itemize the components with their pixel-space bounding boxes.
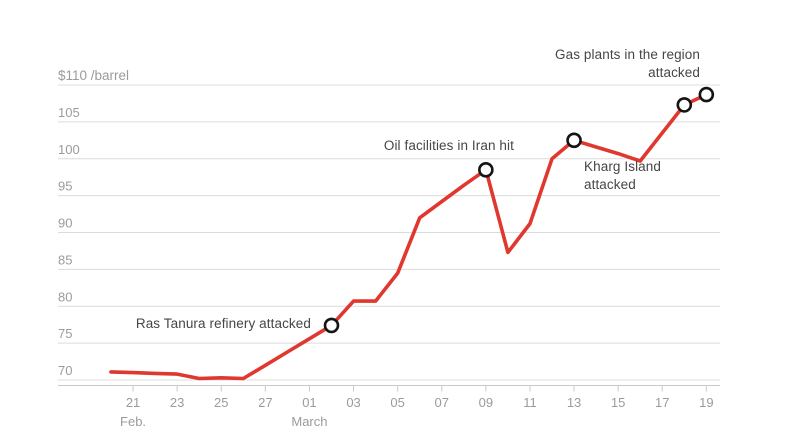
- x-tick-label: 11: [523, 395, 537, 410]
- annotation-text: Ras Tanura refinery attacked: [135, 316, 311, 331]
- x-tick-label: 17: [655, 395, 669, 410]
- event-marker: [566, 132, 582, 149]
- x-tick-label: 21: [126, 395, 140, 410]
- x-tick-label: 05: [390, 395, 404, 410]
- x-month-label: March: [291, 414, 327, 429]
- annotation-ras-tanura: Ras Tanura refinery attacked: [91, 315, 311, 333]
- event-marker: [698, 86, 715, 103]
- y-tick-label: 90: [58, 216, 72, 231]
- x-tick-label: 19: [699, 395, 713, 410]
- y-tick-label: 105: [58, 105, 80, 120]
- price-line: [109, 92, 709, 381]
- event-marker: [323, 317, 340, 334]
- annotation-text-line1: Gas plants in the region: [555, 47, 700, 62]
- annotation-text-line1: Kharg Island: [584, 159, 661, 174]
- x-month-label: Feb.: [120, 414, 146, 429]
- y-tick-label: 95: [58, 179, 72, 194]
- x-tick-label: 03: [346, 395, 360, 410]
- annotation-text-line2: attacked: [584, 177, 636, 192]
- annotation-text: Oil facilities in Iran hit: [383, 138, 514, 153]
- x-tick-label: 01: [302, 395, 316, 410]
- y-tick-label: 100: [58, 142, 80, 157]
- x-tick-label: 13: [567, 395, 581, 410]
- y-tick-label: 75: [58, 326, 72, 341]
- event-marker: [676, 97, 693, 113]
- annotation-gas-plants: Gas plants in the region attacked: [480, 46, 700, 82]
- event-marker: [478, 162, 494, 178]
- y-axis-unit-label: $110 /barrel: [58, 68, 129, 83]
- x-tick-label: 07: [435, 395, 449, 410]
- x-tick-label: 15: [611, 395, 625, 410]
- x-tick-label: 09: [479, 395, 493, 410]
- x-tick-label: 27: [258, 395, 272, 410]
- annotation-text-line2: attacked: [648, 65, 700, 80]
- annotation-kharg-island: Kharg Island attacked: [584, 158, 714, 194]
- y-tick-label: 70: [58, 363, 72, 378]
- x-tick-label: 25: [214, 395, 228, 410]
- annotation-iran: Oil facilities in Iran hit: [294, 137, 514, 155]
- y-tick-label: 85: [58, 252, 72, 267]
- y-tick-label: 80: [58, 289, 72, 304]
- x-tick-label: 23: [170, 395, 184, 410]
